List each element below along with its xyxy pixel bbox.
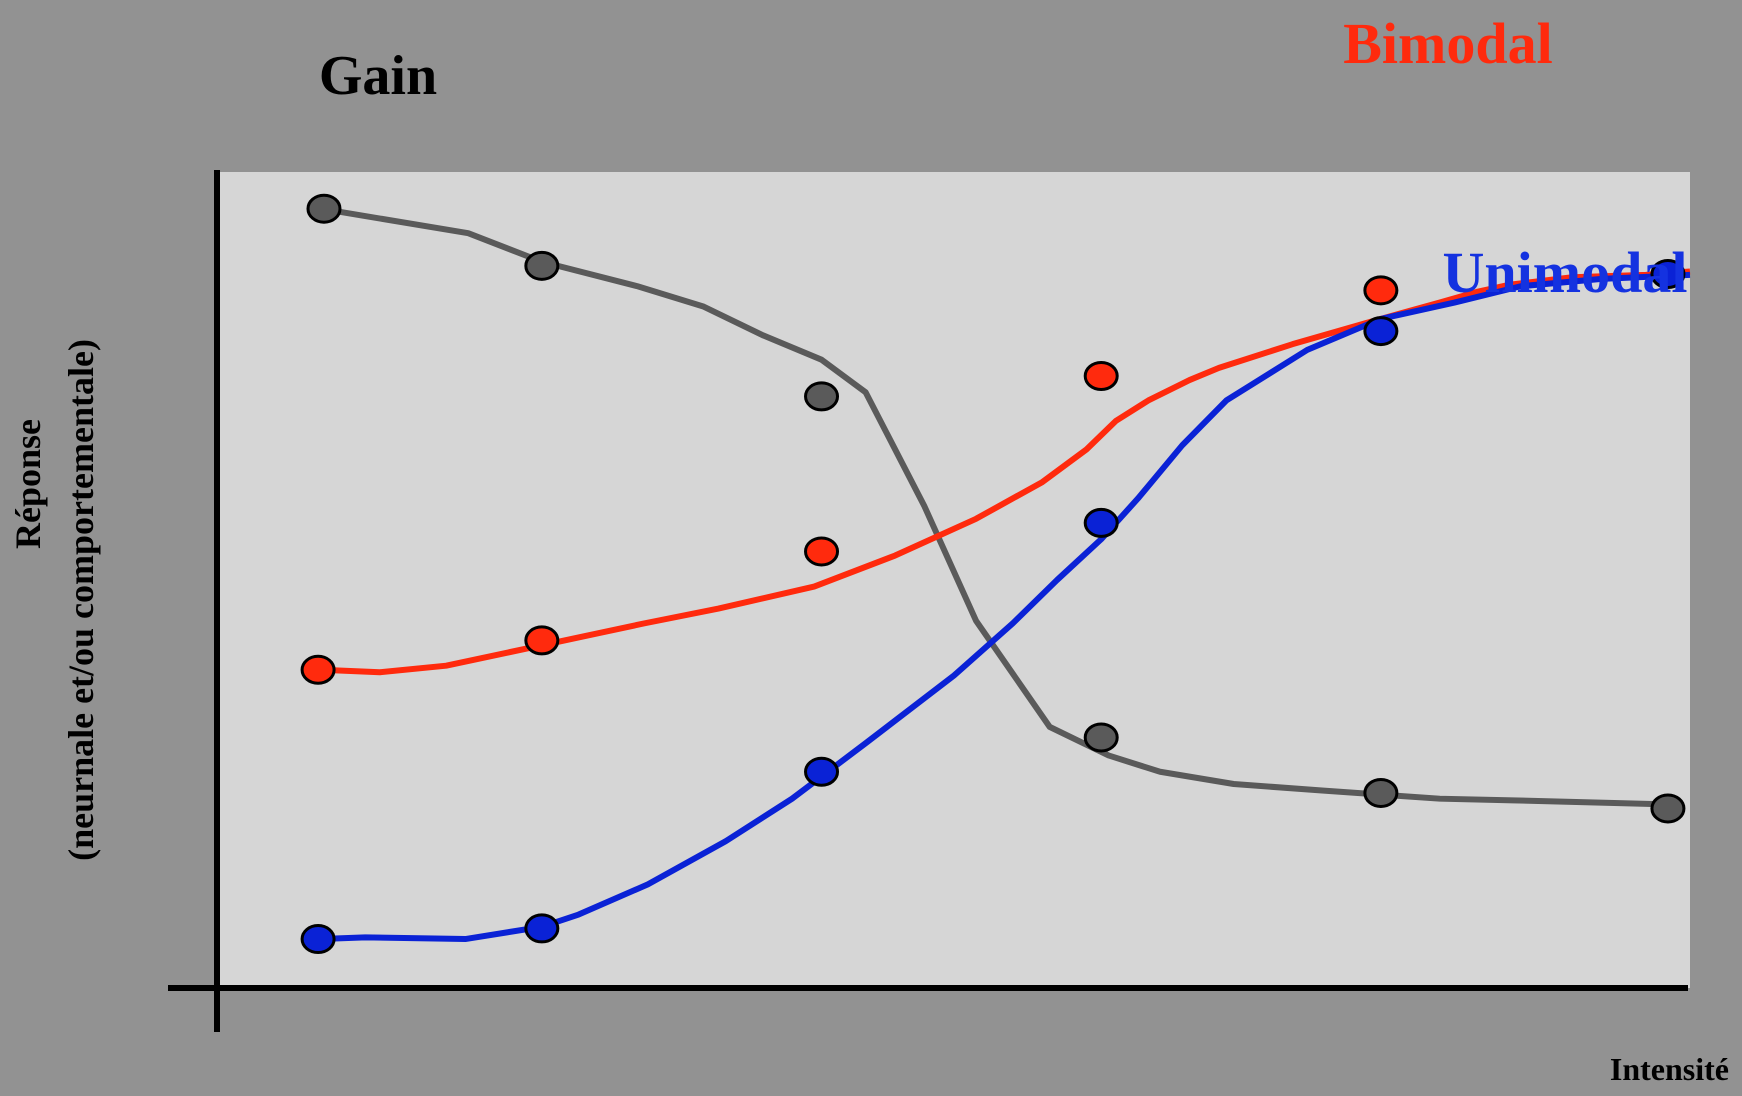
- point-bimodal-1: [300, 654, 336, 685]
- point-bimodal-3: [804, 536, 840, 567]
- x-axis-label: Intensité: [1610, 1051, 1729, 1087]
- point-unimodal-1: [300, 924, 336, 955]
- point-unimodal-5: [1363, 316, 1399, 347]
- point-bimodal-2: [524, 625, 560, 656]
- series-layer: [300, 193, 1691, 955]
- point-bimodal-5: [1363, 275, 1399, 306]
- point-gain-6: [1650, 793, 1686, 824]
- gain-annotation: Gain: [319, 45, 437, 107]
- series-line-bimodal: [320, 268, 1691, 676]
- point-unimodal-3: [804, 756, 840, 787]
- legend-bimodal: Bimodal: [1343, 11, 1553, 76]
- point-gain-2: [524, 250, 560, 281]
- point-unimodal-6: [1650, 259, 1686, 289]
- series-line-unimodal: [320, 271, 1691, 943]
- plot-area: [218, 172, 1690, 988]
- point-gain-3: [804, 381, 840, 412]
- point-unimodal-4: [1083, 507, 1119, 538]
- point-bimodal-4: [1083, 361, 1119, 391]
- point-gain-4: [1083, 722, 1119, 753]
- y-axis-label-line1: Réponse: [8, 419, 48, 549]
- point-gain-1: [306, 193, 342, 224]
- y-axis-label-line2: (neurnale et/ou comportementale): [61, 339, 101, 861]
- point-unimodal-2: [524, 913, 560, 944]
- point-gain-5: [1363, 777, 1399, 808]
- y-axis-label: Réponse (neurnale et/ou comportementale): [8, 339, 101, 861]
- legend-unimodal: Unimodal: [1443, 240, 1688, 305]
